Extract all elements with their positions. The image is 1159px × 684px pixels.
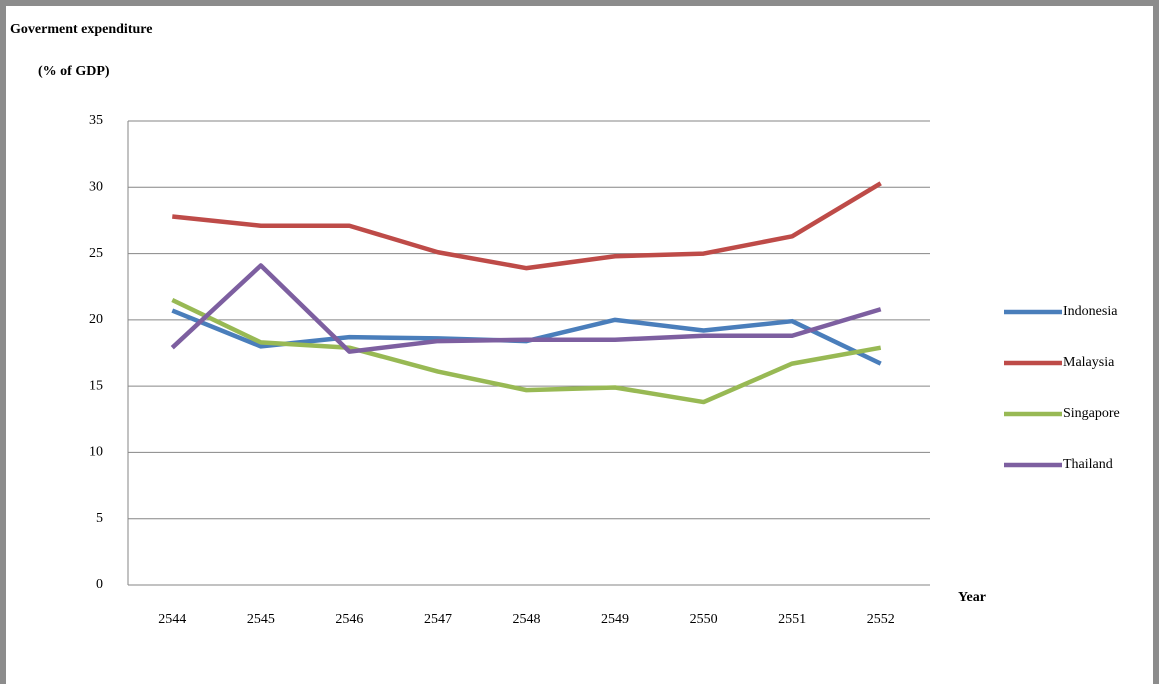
y-tick-label: 0 bbox=[96, 577, 103, 592]
x-tick-label: 2545 bbox=[247, 612, 275, 627]
y-tick-label: 5 bbox=[96, 511, 103, 526]
legend-label: Singapore bbox=[1063, 406, 1120, 421]
x-tick-label: 2549 bbox=[601, 612, 629, 627]
line bbox=[170, 263, 882, 354]
legend-label: Malaysia bbox=[1063, 355, 1115, 370]
x-tick-label: 2547 bbox=[424, 612, 452, 627]
x-tick-label: 2552 bbox=[867, 612, 895, 627]
line bbox=[172, 181, 882, 271]
x-tick-label: 2550 bbox=[690, 612, 718, 627]
line bbox=[171, 297, 882, 405]
y-tick-label: 30 bbox=[89, 180, 103, 195]
x-tick-label: 2546 bbox=[335, 612, 363, 627]
x-tick-label: 2551 bbox=[778, 612, 806, 627]
y-tick-label: 35 bbox=[89, 113, 103, 128]
y-axis-unit: (% of GDP) bbox=[38, 64, 110, 79]
legend-label: Indonesia bbox=[1063, 304, 1118, 319]
x-axis-title: Year bbox=[958, 590, 986, 605]
x-tick-label: 2544 bbox=[158, 612, 186, 627]
legend-label: Thailand bbox=[1063, 457, 1113, 472]
y-tick-label: 10 bbox=[89, 445, 103, 460]
y-tick-label: 15 bbox=[89, 378, 103, 393]
y-axis-title: Goverment expenditure bbox=[10, 22, 152, 37]
x-tick-label: 2548 bbox=[513, 612, 541, 627]
y-tick-label: 20 bbox=[89, 312, 103, 327]
y-tick-label: 25 bbox=[89, 246, 103, 261]
